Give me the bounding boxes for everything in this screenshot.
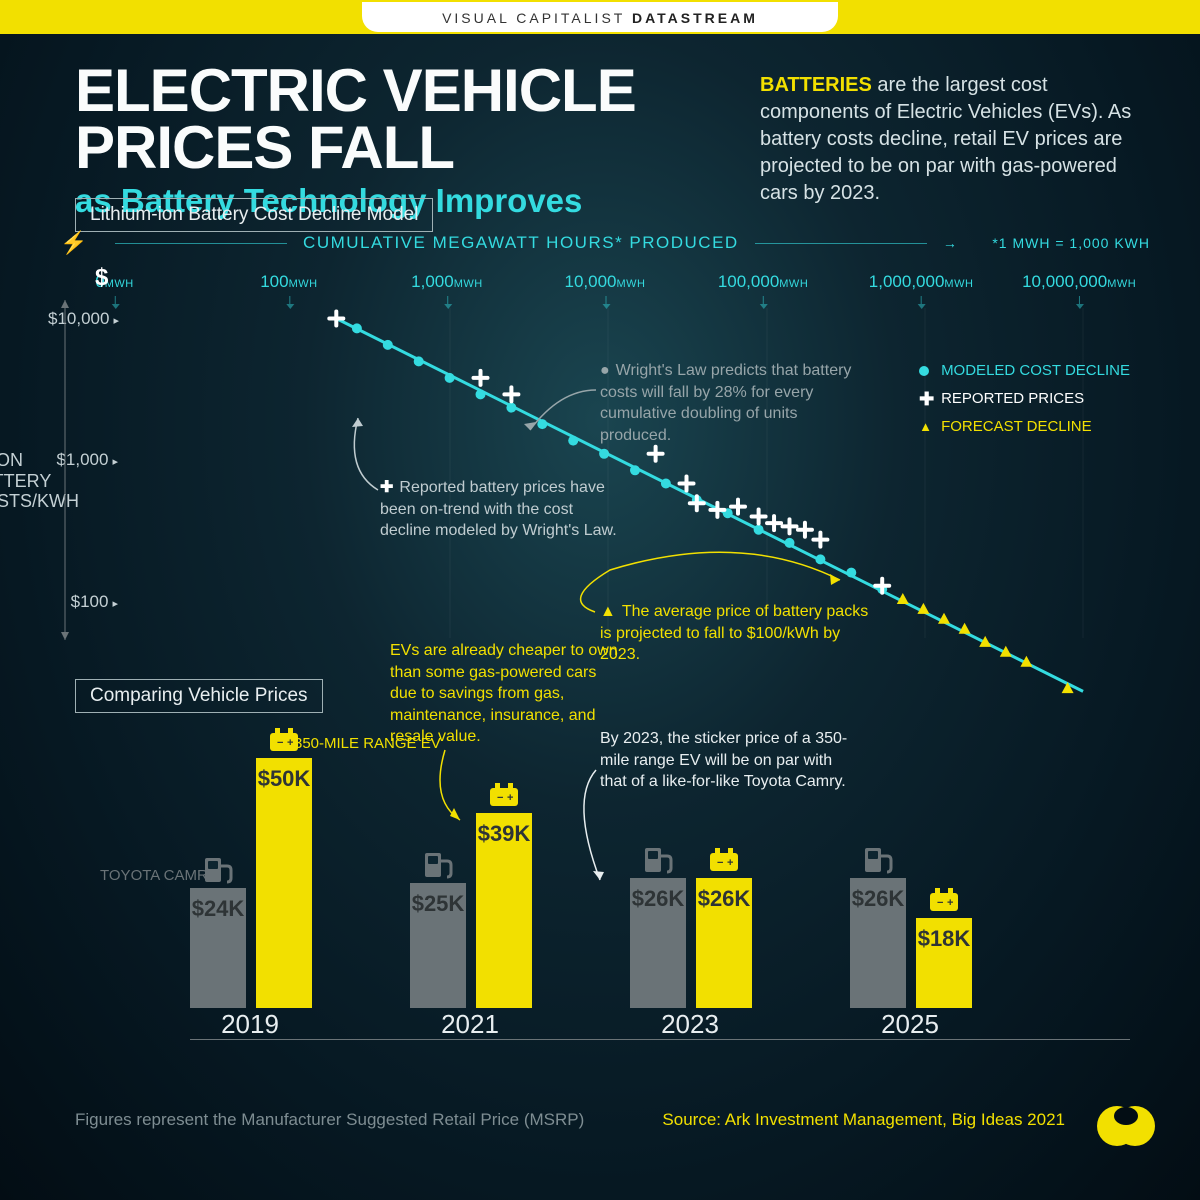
banner-product: DATASTREAM (632, 10, 758, 26)
price-comparison-bars: $24K $50K −+2019 $25K $39K −+2021 $26K $26… (190, 740, 1130, 1040)
footer-note: Figures represent the Manufacturer Sugge… (75, 1110, 584, 1130)
svg-text:−: − (937, 897, 943, 909)
y-tick: $100 (48, 592, 118, 612)
ev-bar: $26K −+ (696, 878, 752, 1008)
y-axis-label: LI-ION BATTERY COSTS/KWH (0, 450, 90, 512)
x-axis-title: CUMULATIVE MEGAWATT HOURS* PRODUCED (303, 233, 739, 253)
dollar-sign: $ (95, 264, 108, 292)
year-label: 2019 (221, 1009, 279, 1040)
plot-area: $ $10,000$1,000$100 (120, 302, 1150, 632)
x-tick: 10,000,000MWH (1022, 272, 1136, 292)
legend-reported: ✚REPORTED PRICES (919, 384, 1130, 415)
banner: VISUAL CAPITALIST DATASTREAM (0, 0, 1200, 34)
year-label: 2025 (881, 1009, 939, 1040)
svg-text:−: − (497, 792, 503, 804)
section-label-bars: Comparing Vehicle Prices (75, 679, 323, 713)
legend-plus-icon: ✚ (919, 384, 929, 415)
x-tick: 10,000MWH (565, 272, 646, 292)
section-label-chart: Lithium-ion Battery Cost Decline Model (75, 198, 433, 232)
chart-legend: MODELED COST DECLINE ✚REPORTED PRICES ▲F… (919, 358, 1130, 440)
annotation-ownership: EVs are already cheaper to own than some… (390, 640, 620, 748)
x-rule-right (755, 243, 927, 244)
gas-bar: $26K (630, 878, 686, 1008)
ev-bar: $39K −+ (476, 813, 532, 1008)
gas-bar: $24K (190, 888, 246, 1008)
svg-text:+: + (727, 857, 733, 869)
bolt-icon: ⚡ (60, 230, 89, 256)
year-label: 2021 (441, 1009, 499, 1040)
gas-bar: $25K (410, 883, 466, 1008)
x-axis-title-row: ⚡ CUMULATIVE MEGAWATT HOURS* PRODUCED → … (60, 230, 1150, 256)
legend-triangle-icon: ▲ (919, 416, 929, 438)
x-ticks: 0MWH100MWH1,000MWH10,000MWH100,000MWH1,0… (60, 272, 1150, 292)
svg-text:+: + (287, 737, 293, 749)
footer-source: Source: Ark Investment Management, Big I… (662, 1110, 1065, 1130)
vc-logo-icon (1094, 1094, 1158, 1158)
y-tick: $10,000 (48, 309, 118, 329)
svg-text:−: − (277, 737, 283, 749)
x-tick: 100,000MWH (718, 272, 808, 292)
annotation-reported: ✚Reported battery prices have been on-tr… (380, 477, 620, 542)
annotation-forecast: ▲The average price of battery packs is p… (600, 601, 870, 666)
annotation-wrights: ●Wright's Law predicts that battery cost… (600, 360, 860, 446)
x-axis-note: *1 MWH = 1,000 KWH (992, 235, 1150, 251)
intro-lead: BATTERIES (760, 74, 872, 96)
x-tick: 100MWH (260, 272, 317, 292)
ev-bar: $18K −+ (916, 918, 972, 1008)
legend-forecast: ▲FORECAST DECLINE (919, 414, 1130, 440)
banner-brand: VISUAL CAPITALIST (442, 10, 625, 26)
banner-pill: VISUAL CAPITALIST DATASTREAM (362, 2, 838, 32)
legend-dot-icon (919, 366, 929, 376)
ev-bar: $50K −+ (256, 758, 312, 1008)
x-tick: 1,000MWH (411, 272, 483, 292)
headline-block: ELECTRIC VEHICLE PRICES FALL as Battery … (75, 62, 695, 220)
svg-text:+: + (947, 897, 953, 909)
svg-text:−: − (717, 857, 723, 869)
headline-title: ELECTRIC VEHICLE PRICES FALL (75, 62, 695, 176)
legend-modeled: MODELED COST DECLINE (919, 358, 1130, 384)
bars-baseline (190, 1039, 1130, 1040)
gas-bar: $26K (850, 878, 906, 1008)
x-rule-left (115, 243, 287, 244)
intro-text: BATTERIES are the largest cost component… (760, 72, 1140, 207)
year-label: 2023 (661, 1009, 719, 1040)
svg-text:+: + (507, 792, 513, 804)
x-tick: 1,000,000MWH (869, 272, 974, 292)
